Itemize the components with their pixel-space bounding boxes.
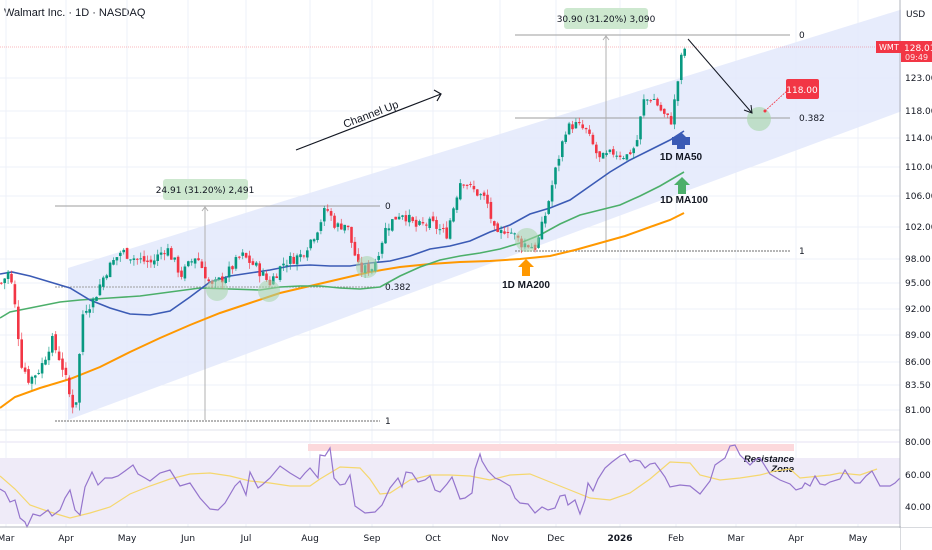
ma200-label: 1D MA200 <box>502 280 550 291</box>
measure-1-label: 24.91 (31.20%) 2,491 <box>156 186 255 196</box>
ma50-line <box>0 130 685 316</box>
time-tick-label: 2026 <box>607 534 632 544</box>
fib2-bottom-label: 1 <box>799 247 805 257</box>
fib2-mid-label: 0.382 <box>799 114 825 124</box>
time-tick-label: May <box>849 534 868 544</box>
rsi-line <box>0 444 901 529</box>
price-axis-ticks: 123.00 118.00 114.00 110.00 106.00 102.00 98.0… <box>905 74 932 416</box>
resistance-zone[interactable] <box>308 444 794 451</box>
time-tick-label: Mar <box>728 534 745 544</box>
time-tick-label: Aug <box>301 534 319 544</box>
target-price-label: 118.00 <box>786 86 818 96</box>
fib1-bottom-label: 1 <box>385 417 391 427</box>
time-tick-label: Apr <box>788 534 804 544</box>
measure-tool-1[interactable]: 24.91 (31.20%) 2,491 <box>156 179 255 420</box>
time-tick-label: Jul <box>240 534 252 544</box>
fib1-mid-label: 0.382 <box>385 283 411 293</box>
price-tick-label: 110.00 <box>905 163 932 173</box>
projection-arrow[interactable] <box>687 38 753 114</box>
measure-2-label: 30.90 (31.20%) 3,090 <box>557 15 656 25</box>
bar-countdown: 09:49 <box>905 53 928 62</box>
ma50-label: 1D MA50 <box>660 152 703 163</box>
fib1-top-label: 0 <box>385 202 391 212</box>
rsi-ma-line <box>0 461 878 519</box>
time-tick-label: Jun <box>180 534 195 544</box>
fib2-top-label: 0 <box>799 31 805 41</box>
ma200-annotation: 1D MA200 <box>502 259 550 291</box>
rsi-tick-label: 40.00 <box>905 503 931 513</box>
time-tick-label: Dec <box>547 534 564 544</box>
rsi-tick-label: 80.00 <box>905 438 931 448</box>
symbol-label: WMT <box>879 43 899 52</box>
rsi-tick-label: 60.00 <box>905 471 931 481</box>
time-axis-ticks: Mar Apr May Jun Jul Aug Sep Oct Nov Dec 2026 Feb Mar… <box>0 534 868 544</box>
price-tick-label: 89.00 <box>905 331 931 341</box>
ma200-line <box>0 212 685 409</box>
last-price: 128.01 <box>904 44 932 54</box>
time-tick-label: Mar <box>0 534 15 544</box>
price-tick-label: 81.00 <box>905 406 931 416</box>
ma100-label: 1D MA100 <box>660 195 708 206</box>
price-tick-label: 86.00 <box>905 358 931 368</box>
channel-up-zone <box>68 0 932 420</box>
target-callout[interactable]: 118.00 <box>763 79 820 113</box>
price-tick-label: 106.00 <box>905 192 932 202</box>
measure-tool-2[interactable]: 30.90 (31.20%) 3,090 <box>557 8 656 250</box>
price-tick-label: 123.00 <box>905 74 932 84</box>
price-tick-label: 118.00 <box>905 107 932 117</box>
rsi-band <box>0 458 900 524</box>
time-axis[interactable] <box>0 528 900 550</box>
ma100-annotation: 1D MA100 <box>660 177 708 206</box>
resistance-label-1: Resistance <box>744 454 795 465</box>
time-tick-label: Feb <box>668 534 684 544</box>
currency-label: USD <box>906 10 925 20</box>
rsi-axis-ticks: 80.00 60.00 40.00 <box>905 438 931 513</box>
chart-title: Walmart Inc. · 1D · NASDAQ <box>4 7 146 19</box>
channel-up-annotation[interactable]: Channel Up <box>295 89 442 151</box>
ma50-annotation: 1D MA50 <box>660 132 703 163</box>
price-tick-label: 83.50 <box>905 381 931 391</box>
time-tick-label: May <box>118 534 137 544</box>
current-price-tag: WMT 128.01 09:49 <box>876 41 932 62</box>
price-tick-label: 102.00 <box>905 223 932 233</box>
price-tick-label: 92.00 <box>905 305 931 315</box>
price-axis[interactable] <box>901 0 932 527</box>
price-tick-label: 95.00 <box>905 279 931 289</box>
support-touch-markers <box>206 107 771 302</box>
price-tick-label: 98.00 <box>905 255 931 265</box>
time-tick-label: Oct <box>425 534 441 544</box>
channel-up-label: Channel Up <box>342 99 401 131</box>
price-tick-label: 114.00 <box>905 134 932 144</box>
fib-retracement-2[interactable]: 0 0.382 1 <box>515 31 825 257</box>
time-tick-label: Sep <box>364 534 381 544</box>
time-tick-label: Nov <box>491 534 509 544</box>
time-tick-label: Apr <box>58 534 74 544</box>
